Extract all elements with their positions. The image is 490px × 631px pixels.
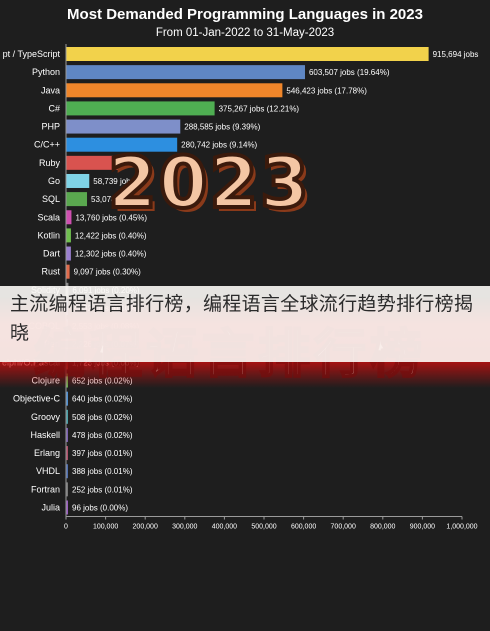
bar <box>66 446 68 461</box>
category-label: SQL <box>42 194 60 204</box>
bar <box>66 409 68 424</box>
value-label: 375,267 jobs (12.21%) <box>219 104 300 113</box>
x-tick-label: 0 <box>64 524 68 531</box>
category-label: Java <box>41 85 60 95</box>
category-label: VHDL <box>36 466 60 476</box>
bar <box>66 427 68 442</box>
value-label: 58,739 jobs ( <box>93 177 140 186</box>
value-label: 280,742 jobs (9.14%) <box>181 141 257 150</box>
value-label: 915,694 jobs <box>433 50 479 59</box>
bar <box>66 65 305 80</box>
category-label: Fortran <box>31 484 60 494</box>
category-label: Kotlin <box>37 230 60 240</box>
value-label: 12,422 jobs (0.40%) <box>75 231 147 240</box>
x-tick-label: 300,000 <box>172 524 197 531</box>
bars-layer: pt / TypeScript 915,694 jobs Python 603,507… <box>2 47 478 515</box>
x-tick-label: 500,000 <box>251 524 276 531</box>
value-label: 13,760 jobs (0.45%) <box>75 213 147 222</box>
bar <box>66 137 178 152</box>
category-label: Haskell <box>30 430 60 440</box>
value-label: 603,507 jobs (19.64%) <box>309 68 390 77</box>
bar <box>66 83 283 98</box>
bar <box>66 210 72 225</box>
x-axis: 0 100,000 200,000 300,000 400,000 500,000 600,… <box>64 44 478 531</box>
bar <box>66 482 68 497</box>
value-label: 397 jobs (0.01%) <box>72 449 133 458</box>
chart-title: Most Demanded Programming Languages in 2… <box>67 6 423 23</box>
caption-text: 主流编程语言排行榜，编程语言全球流行趋势排行榜揭晓 <box>10 293 474 344</box>
category-label: Dart <box>43 249 61 259</box>
bar <box>66 47 429 61</box>
value-label: 12,302 jobs (0.40%) <box>75 250 147 259</box>
value-label: 96 jobs (0.00%) <box>72 504 128 513</box>
category-label: C# <box>48 103 60 113</box>
x-tick-label: 900,000 <box>410 524 435 531</box>
category-label: Erlang <box>34 448 60 458</box>
x-tick-label: 800,000 <box>370 524 395 531</box>
value-label: 134 <box>123 159 137 168</box>
bar <box>66 101 215 116</box>
value-label: 508 jobs (0.02%) <box>72 413 133 422</box>
x-tick-label: 400,000 <box>212 524 237 531</box>
bar <box>66 464 68 479</box>
x-tick-label: 700,000 <box>331 524 356 531</box>
x-tick-label: 100,000 <box>93 524 118 531</box>
category-label: Python <box>32 67 60 77</box>
value-label: 252 jobs (0.01%) <box>72 485 133 494</box>
category-label: Go <box>48 176 60 186</box>
category-label: PHP <box>41 122 60 132</box>
value-label: 53,078 jobs ( <box>91 195 138 204</box>
value-label: 546,423 jobs (17.78%) <box>286 86 367 95</box>
year-stamp: 2023 <box>106 140 311 226</box>
bar <box>66 192 88 207</box>
category-label: Rust <box>41 267 60 277</box>
value-label: 9,097 jobs (0.30%) <box>74 268 141 277</box>
bar <box>66 228 71 243</box>
x-tick-label: 600,000 <box>291 524 316 531</box>
value-label: 388 jobs (0.01%) <box>72 467 133 476</box>
bar <box>66 246 71 261</box>
category-label: C/C++ <box>34 140 60 150</box>
category-label: Scala <box>37 212 60 222</box>
value-label: 640 jobs (0.02%) <box>72 395 133 404</box>
bar <box>66 155 120 170</box>
category-label: Julia <box>41 503 60 513</box>
x-tick-label: 200,000 <box>133 524 158 531</box>
value-label: 478 jobs (0.02%) <box>72 431 133 440</box>
bar <box>66 119 181 134</box>
category-label: Ruby <box>39 158 61 168</box>
bar <box>66 264 70 279</box>
caption-banner <box>0 286 490 362</box>
chart-subtitle: From 01-Jan-2022 to 31-May-2023 <box>156 27 334 39</box>
category-label: Groovy <box>31 412 61 422</box>
category-label: pt / TypeScript <box>3 49 61 59</box>
bar <box>66 173 90 188</box>
x-tick-label: 1,000,000 <box>446 524 477 531</box>
category-label: Objective-C <box>13 394 61 404</box>
value-label: 288,585 jobs (9.39%) <box>184 123 260 132</box>
bar <box>66 391 68 406</box>
bar <box>66 500 68 515</box>
